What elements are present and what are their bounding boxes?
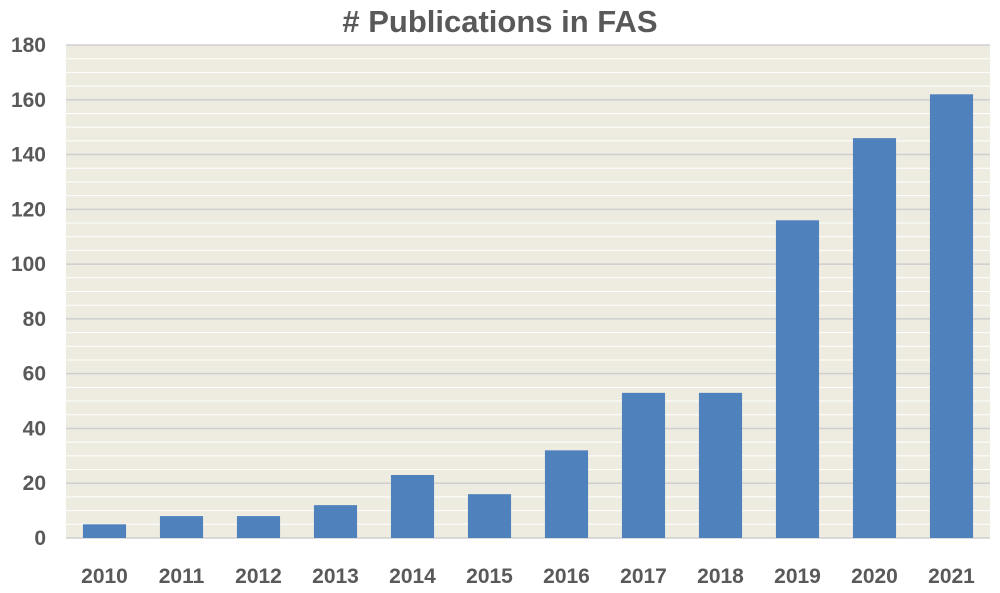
bar-2010 bbox=[82, 524, 127, 538]
y-tick-label: 140 bbox=[11, 144, 46, 167]
x-axis-ticks: 2010 2011 2012 2013 2014 2015 2016 2017 2018 2019… bbox=[81, 565, 975, 588]
bars bbox=[82, 94, 974, 539]
x-tick-label: 2010 bbox=[81, 565, 128, 588]
bar-2019 bbox=[775, 220, 820, 539]
y-tick-label: 60 bbox=[23, 363, 46, 386]
gridlines bbox=[66, 44, 990, 539]
x-tick-label: 2014 bbox=[389, 565, 436, 588]
bar-2012 bbox=[236, 516, 281, 538]
y-tick-label: 100 bbox=[11, 253, 46, 276]
x-tick-label: 2018 bbox=[697, 565, 744, 588]
y-axis-ticks: 0 20 40 60 80 100 120 140 160 180 bbox=[11, 34, 46, 550]
bar-2015 bbox=[467, 494, 512, 538]
y-tick-label: 0 bbox=[34, 527, 46, 550]
chart-title: # Publications in FAS bbox=[342, 4, 658, 39]
y-tick-label: 160 bbox=[11, 89, 46, 112]
bar-2021 bbox=[929, 94, 974, 539]
x-tick-label: 2016 bbox=[543, 565, 590, 588]
x-tick-label: 2020 bbox=[851, 565, 898, 588]
bar-2014 bbox=[390, 475, 435, 538]
x-tick-label: 2021 bbox=[928, 565, 975, 588]
y-tick-label: 40 bbox=[23, 417, 46, 440]
y-tick-label: 20 bbox=[23, 472, 46, 495]
bar-2011 bbox=[159, 516, 204, 538]
bar-2018 bbox=[698, 392, 743, 538]
bar-2016 bbox=[544, 450, 589, 538]
y-tick-label: 80 bbox=[23, 308, 46, 331]
x-tick-label: 2012 bbox=[235, 565, 282, 588]
bar-2017 bbox=[621, 392, 666, 538]
x-tick-label: 2011 bbox=[159, 565, 205, 588]
y-tick-label: 180 bbox=[11, 34, 46, 57]
bar-2020 bbox=[852, 138, 897, 538]
x-tick-label: 2019 bbox=[774, 565, 821, 588]
bar-2013 bbox=[313, 505, 358, 538]
x-tick-label: 2013 bbox=[312, 565, 359, 588]
y-tick-label: 120 bbox=[11, 198, 46, 221]
x-tick-label: 2015 bbox=[466, 565, 513, 588]
x-tick-label: 2017 bbox=[620, 565, 667, 588]
